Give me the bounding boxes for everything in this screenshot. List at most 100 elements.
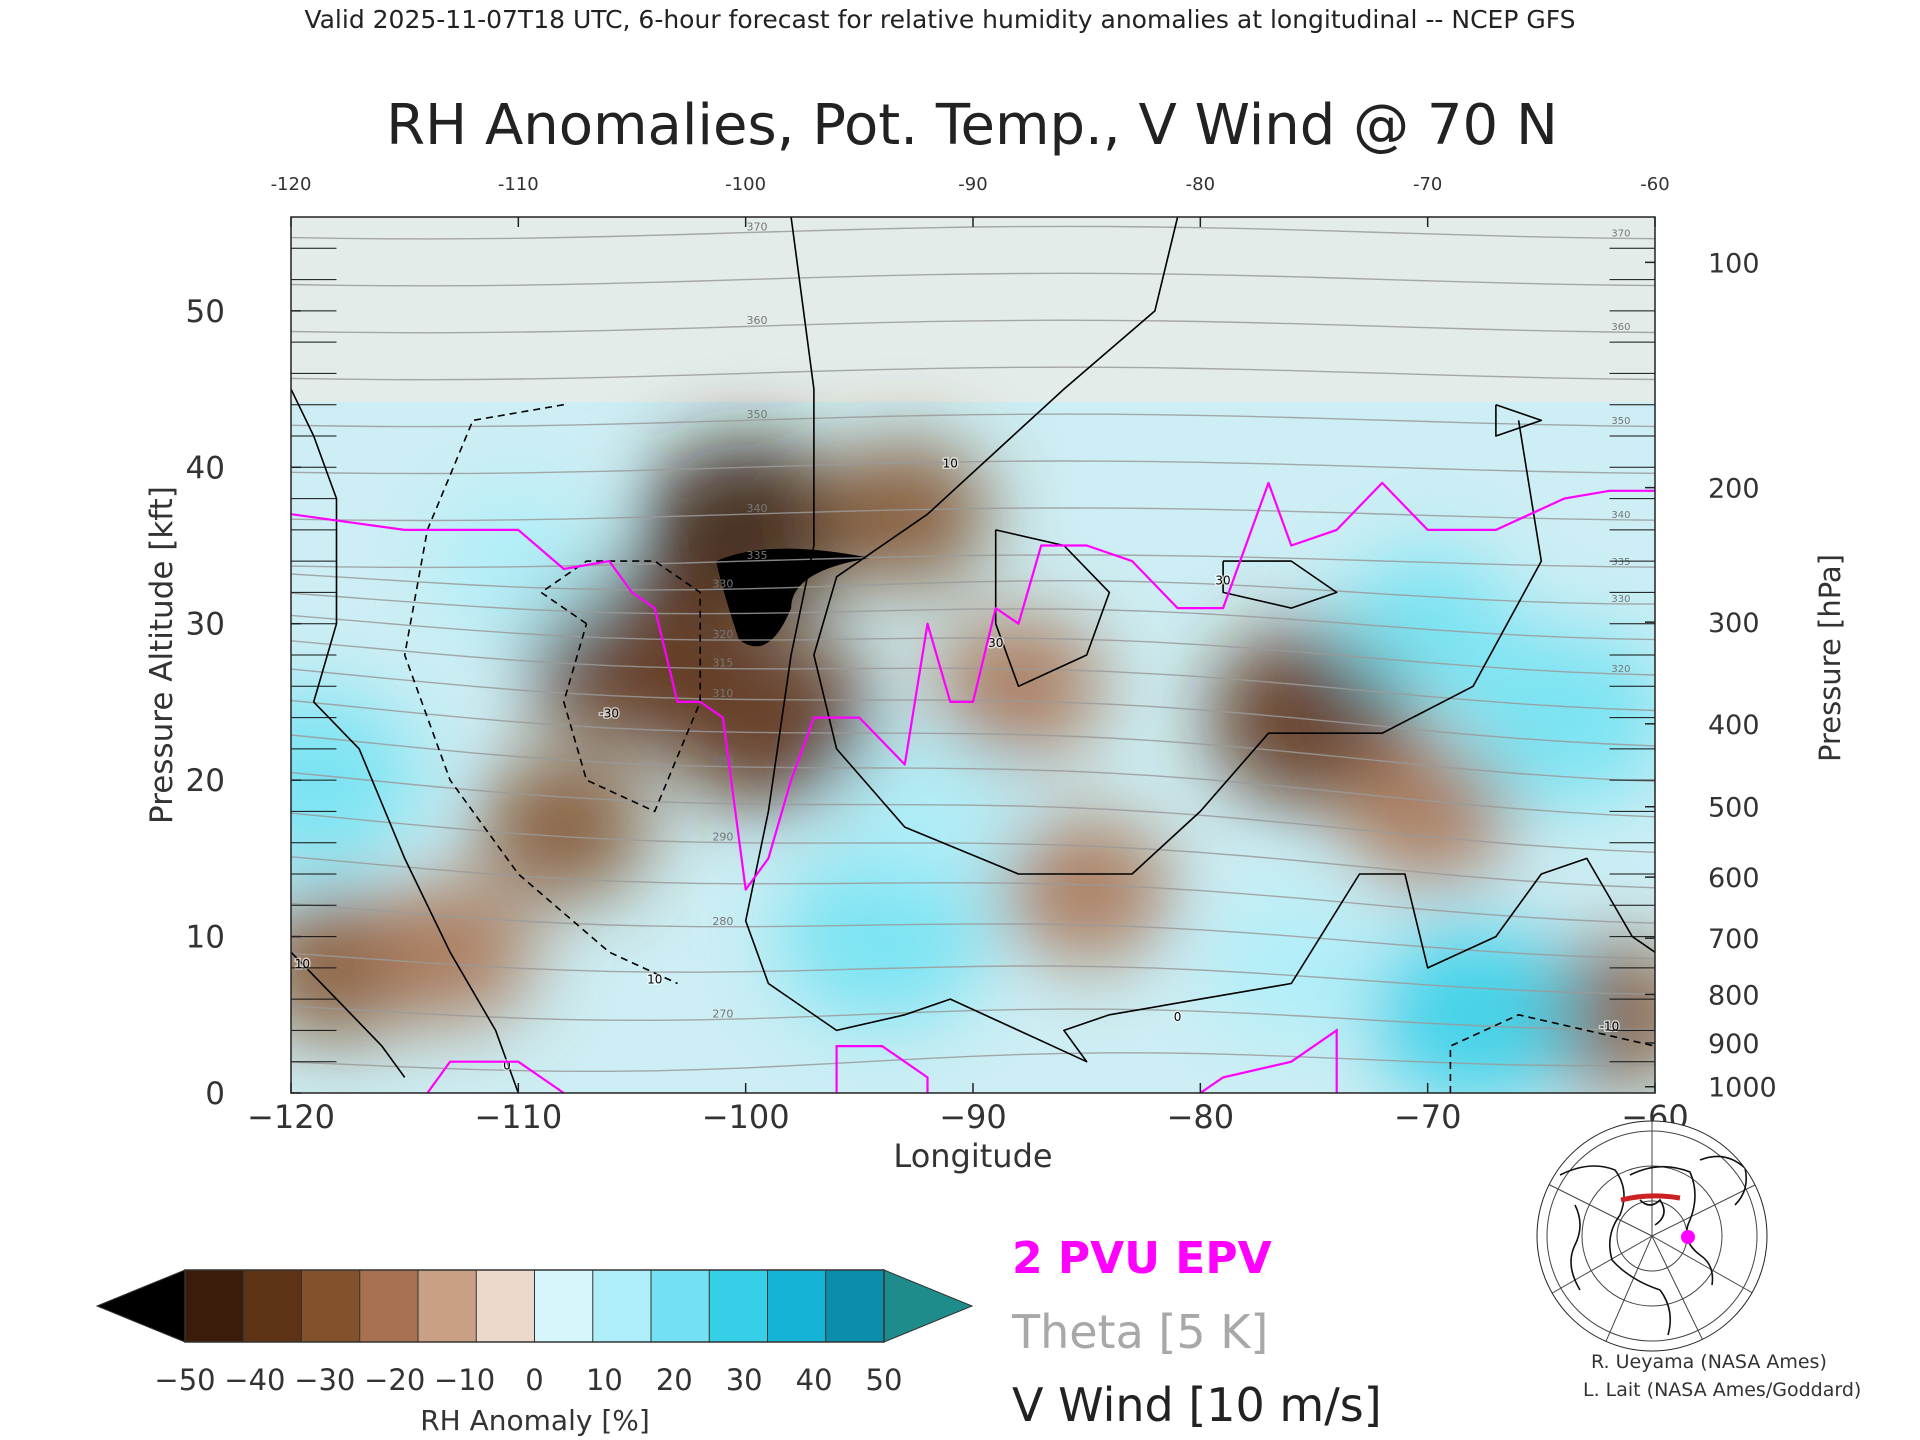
colorbar-swatch xyxy=(243,1270,302,1342)
theta-label: 290 xyxy=(712,831,733,844)
v-wind-label: 10 xyxy=(647,973,662,987)
v-wind-contours: 0 0 10 30 30 10 -30 10 -10 xyxy=(291,217,1655,1093)
chart-title: RH Anomalies, Pot. Temp., V Wind @ 70 N xyxy=(386,93,1558,158)
stratosphere-band xyxy=(291,217,1655,402)
rh-patch xyxy=(663,628,874,807)
rh-below-min-region xyxy=(716,548,871,647)
theta-label: 315 xyxy=(712,657,733,670)
colorbar-tick-label: 0 xyxy=(525,1363,543,1397)
pressure-tick-label: 700 xyxy=(1708,924,1760,955)
theta-label: 360 xyxy=(747,314,768,327)
colorbar-swatch xyxy=(418,1270,477,1342)
inset-map-outline xyxy=(1536,1120,1768,1352)
colorbar-swatch xyxy=(825,1270,885,1342)
v-wind-label: 0 xyxy=(503,1059,511,1073)
rh-patch xyxy=(819,441,990,587)
valid-line: Valid 2025-11-07T18 UTC, 6-hour forecast… xyxy=(304,5,1575,34)
top-tick-label: -60 xyxy=(1640,174,1669,195)
rh-patch xyxy=(1368,925,1579,1093)
epv-2pvu-contour xyxy=(291,481,1655,1093)
colorbar-tick-label: −40 xyxy=(224,1363,285,1397)
credit-line-1: R. Ueyama (NASA Ames) xyxy=(1591,1351,1827,1373)
y-tick-label: 30 xyxy=(186,607,225,643)
theta-line xyxy=(291,554,1655,569)
top-tick-label: -110 xyxy=(498,174,539,195)
colorbar-swatch xyxy=(301,1270,361,1342)
pressure-tick-label: 500 xyxy=(1708,793,1760,824)
v-wind-line xyxy=(813,217,1543,875)
theta-line xyxy=(291,39,1655,52)
colorbar-tick-label: −10 xyxy=(434,1363,495,1397)
v-wind-label: 0 xyxy=(1174,1010,1182,1024)
theta-label: 380 xyxy=(1611,134,1630,145)
colorbar-swatch xyxy=(534,1270,594,1342)
rh-blob xyxy=(716,548,871,647)
epv-line xyxy=(291,481,1655,891)
theta-label: 330 xyxy=(712,577,733,590)
pressure-tick-label: 100 xyxy=(1708,248,1760,279)
colorbar-over-arrow xyxy=(883,1269,974,1343)
theta-label: 370 xyxy=(1611,228,1630,239)
theta-label: 370 xyxy=(747,220,768,233)
colorbar-tick-label: 20 xyxy=(656,1363,693,1397)
v-wind-line xyxy=(403,403,678,985)
rh-patch xyxy=(842,739,1013,884)
legend-vwind: V Wind [10 m/s] xyxy=(1012,1378,1382,1432)
legend-epv: 2 PVU EPV xyxy=(1012,1233,1272,1284)
colorbar-under-arrow xyxy=(95,1269,186,1343)
track-line xyxy=(1620,1193,1681,1203)
y-tick-label: 0 xyxy=(205,1076,225,1112)
theta-line xyxy=(291,592,1655,641)
theta-label: 360 xyxy=(1611,322,1630,333)
colorbar-tick-label: 40 xyxy=(796,1363,833,1397)
rh-patch xyxy=(291,690,419,870)
y-tick-label: 40 xyxy=(186,450,225,486)
colorbar-label: RH Anomaly [%] xyxy=(420,1404,650,1437)
rh-patch xyxy=(433,488,604,634)
colorbar-frame xyxy=(184,1269,885,1343)
colorbar-tick-label: 50 xyxy=(866,1363,903,1397)
pressure-tick-label: 200 xyxy=(1708,474,1760,505)
top-tick-label: -120 xyxy=(271,174,312,195)
colorbar-swatch xyxy=(709,1270,768,1342)
y-tick-label: 50 xyxy=(186,294,225,330)
colorbar-tick-label: 30 xyxy=(726,1363,763,1397)
theta-label: 335 xyxy=(747,549,768,562)
legend-theta: Theta [5 K] xyxy=(1011,1305,1268,1359)
v-wind-line xyxy=(1222,560,1338,609)
top-tick-label: -100 xyxy=(725,174,766,195)
pressure-tick-label: 1000 xyxy=(1708,1073,1777,1104)
colorbar-swatch xyxy=(359,1270,419,1342)
theta-line xyxy=(291,460,1655,475)
v-wind-label: -10 xyxy=(1600,1019,1620,1033)
y-axis-label-left: Pressure Altitude [kft] xyxy=(144,486,180,824)
theta-label: 340 xyxy=(1611,510,1630,521)
theta-line xyxy=(291,1052,1655,1072)
x-tick-label: −90 xyxy=(939,1098,1007,1136)
colorbar-swatch xyxy=(767,1270,827,1342)
colorbar-swatch xyxy=(185,1270,244,1342)
theta-label: 320 xyxy=(712,628,733,641)
x-tick-label: −120 xyxy=(247,1098,335,1136)
colorbar: −50 −40 −30 −20 −10 0 10 20 30 40 50 xyxy=(95,1269,974,1397)
v-wind-line xyxy=(291,951,406,1078)
theta-line xyxy=(291,771,1655,853)
credit-line-2: L. Lait (NASA Ames/Goddard) xyxy=(1583,1379,1861,1401)
theta-label: 350 xyxy=(747,408,768,421)
theta-line xyxy=(291,812,1655,889)
theta-line xyxy=(291,614,1655,676)
rh-patch xyxy=(1342,739,1513,884)
theta-line xyxy=(291,319,1655,334)
theta-line xyxy=(291,413,1655,428)
y-tick-label: 20 xyxy=(186,763,225,799)
x-tick-label: −100 xyxy=(702,1098,790,1136)
theta-label: 335 xyxy=(1611,557,1630,568)
v-wind-line xyxy=(1449,1014,1655,1093)
colorbar-swatch xyxy=(651,1270,710,1342)
colorbar-tick-label: −30 xyxy=(294,1363,355,1397)
y-tick-label: 10 xyxy=(186,920,225,956)
x-tick-label: −80 xyxy=(1167,1098,1235,1136)
v-wind-label: 30 xyxy=(988,636,1003,650)
theta-line xyxy=(291,952,1655,995)
